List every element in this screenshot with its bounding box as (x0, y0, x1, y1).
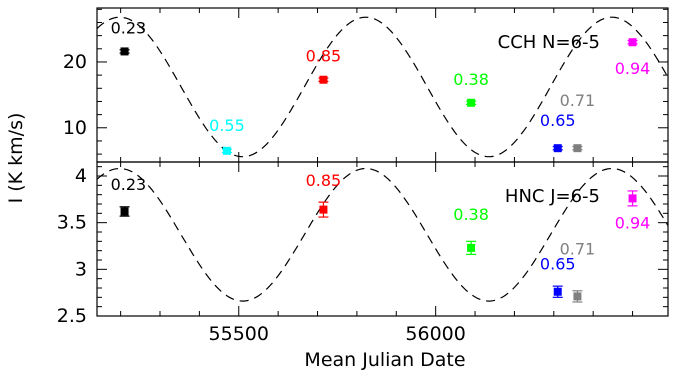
phase-label: 0.94 (615, 59, 651, 78)
phase-label: 0.65 (540, 111, 576, 130)
plot-frame (96, 161, 669, 317)
data-point (120, 47, 129, 56)
panel-hnc: 55500 56000 2.5 3 3.5 4 HNC J=6-5 0.23 0.85 0.38 0… (57, 161, 669, 345)
phase-label: 0.71 (560, 239, 596, 258)
x-tick-label: 55500 (209, 323, 269, 345)
phase-label: 0.85 (306, 171, 342, 190)
y-tick-label: 2.5 (57, 305, 87, 327)
phase-label: 0.71 (560, 91, 596, 110)
panel-label: HNC J=6-5 (505, 186, 600, 207)
x-axis-title: Mean Julian Date (304, 349, 465, 371)
phase-label: 0.23 (111, 175, 147, 194)
x-tick-label: 56000 (405, 323, 465, 345)
data-point (573, 292, 582, 301)
model-curve (96, 167, 669, 302)
y-tick-label: 10 (63, 117, 87, 139)
data-point (628, 38, 637, 47)
phase-label: 0.38 (453, 70, 489, 89)
phase-label: 0.55 (209, 116, 245, 135)
data-point (467, 243, 476, 252)
data-point (319, 205, 328, 214)
phase-label: 0.38 (453, 205, 489, 224)
phase-label: 0.85 (306, 47, 342, 66)
y-tick-label: 4 (75, 165, 87, 187)
panel-label: CCH N=6-5 (498, 32, 600, 53)
phase-label: 0.23 (111, 18, 147, 37)
data-point (628, 194, 637, 203)
data-point (467, 98, 476, 107)
data-point (553, 144, 562, 153)
data-point (553, 287, 562, 296)
y-tick-label: 20 (63, 51, 87, 73)
data-point (222, 146, 231, 155)
y-tick-label: 3 (75, 258, 87, 280)
phase-label: 0.65 (540, 255, 576, 274)
data-point (120, 207, 129, 216)
data-point (573, 144, 582, 153)
phase-label: 0.94 (615, 213, 651, 232)
y-tick-label: 3.5 (57, 212, 87, 234)
data-point (319, 75, 328, 84)
panel-cch: 10 20 CCH N=6-5 0.23 0.55 0.85 0.38 0.650.71 0.9… (63, 7, 669, 163)
y-axis-title: I (K km/s) (5, 113, 27, 204)
